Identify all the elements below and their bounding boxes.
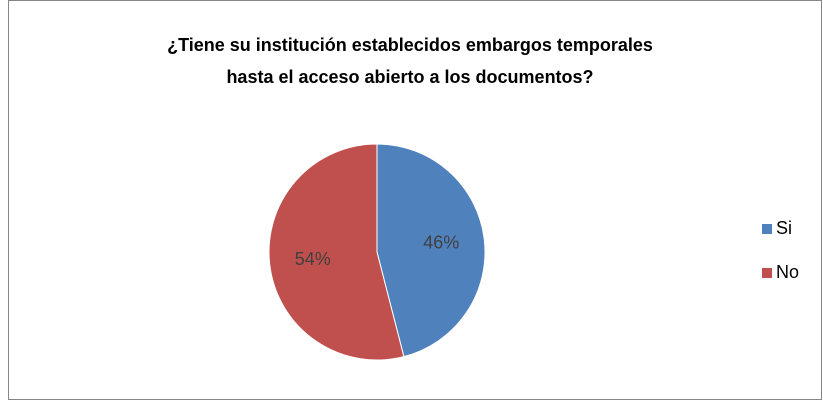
pie-slice: [268, 143, 405, 361]
legend-label: No: [776, 262, 799, 282]
legend-swatch: [762, 268, 772, 278]
data-label: 46%: [423, 233, 459, 253]
chart-title: ¿Tiene su institución establecidos embar…: [167, 35, 653, 55]
chart-title: hasta el acceso abierto a los documentos…: [226, 67, 593, 87]
legend-swatch: [762, 224, 772, 234]
data-label: 54%: [295, 249, 331, 269]
legend-label: Si: [776, 218, 792, 238]
pie-slice: [376, 143, 486, 358]
